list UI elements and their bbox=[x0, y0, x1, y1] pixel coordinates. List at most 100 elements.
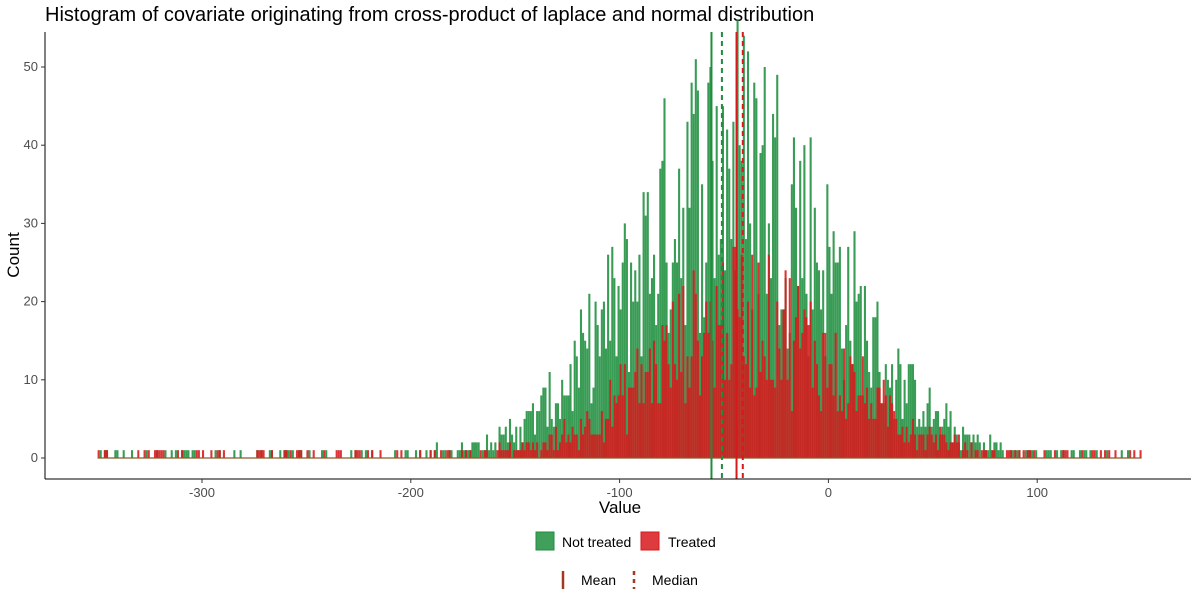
not-treated-bar bbox=[523, 418, 526, 458]
not-treated-bar bbox=[759, 153, 762, 458]
not-treated-bar bbox=[185, 450, 188, 458]
treated-bar bbox=[861, 356, 864, 458]
treated-bar bbox=[379, 450, 382, 458]
treated-bar bbox=[803, 309, 806, 458]
not-treated-bar bbox=[613, 278, 616, 458]
treated-bar bbox=[788, 278, 791, 458]
not-treated-bar bbox=[663, 98, 666, 458]
not-treated-bar bbox=[1024, 450, 1027, 458]
treated-bar bbox=[584, 426, 587, 458]
not-treated-bar bbox=[425, 450, 428, 458]
treated-bar bbox=[753, 395, 756, 458]
treated-bar bbox=[655, 364, 658, 458]
treated-bar bbox=[513, 450, 516, 458]
treated-bar bbox=[579, 418, 583, 458]
treated-bar bbox=[886, 426, 889, 458]
treated-bar bbox=[692, 270, 695, 458]
not-treated-bar bbox=[1078, 450, 1082, 458]
treated-bar bbox=[419, 450, 422, 458]
treated-bar bbox=[813, 340, 816, 458]
treated-bar bbox=[878, 387, 881, 458]
not-treated-bar bbox=[502, 434, 505, 458]
not-treated-bar bbox=[874, 317, 877, 458]
not-treated-bar bbox=[713, 278, 716, 458]
not-treated-bar bbox=[1016, 450, 1019, 458]
treated-bar bbox=[625, 434, 628, 458]
treated-bar bbox=[884, 395, 887, 458]
treated-bar bbox=[778, 348, 781, 458]
treated-bar bbox=[665, 325, 668, 458]
treated-bar bbox=[323, 450, 326, 458]
treated-bar bbox=[673, 364, 676, 458]
treated-bar bbox=[433, 450, 436, 458]
not-treated-bar bbox=[680, 278, 683, 458]
not-treated-bar bbox=[916, 426, 919, 458]
treated-bar bbox=[529, 450, 532, 458]
not-treated-bar bbox=[542, 387, 545, 458]
legend-label-treated: Treated bbox=[668, 534, 716, 550]
treated-bar bbox=[508, 442, 512, 458]
treated-bar bbox=[980, 450, 983, 458]
not-treated-bar bbox=[838, 246, 841, 458]
not-treated-bar bbox=[1045, 450, 1048, 458]
treated-bar bbox=[936, 450, 940, 458]
treated-bar bbox=[728, 379, 731, 458]
treated-bar bbox=[162, 450, 165, 458]
treated-bar bbox=[195, 450, 198, 458]
treated-bar bbox=[567, 434, 570, 458]
treated-bar bbox=[849, 356, 852, 458]
treated-bar bbox=[1066, 450, 1069, 458]
not-treated-bar bbox=[444, 450, 447, 458]
treated-bar bbox=[533, 450, 537, 458]
treated-bar bbox=[949, 442, 952, 458]
not-treated-bar bbox=[903, 379, 906, 458]
not-treated-bar bbox=[765, 293, 768, 458]
treated-bar bbox=[840, 411, 844, 458]
treated-bar bbox=[686, 356, 689, 458]
treated-bar bbox=[588, 418, 591, 458]
not-treated-bar bbox=[584, 340, 587, 458]
treated-bar bbox=[527, 442, 530, 458]
treated-bar bbox=[561, 434, 564, 458]
treated-bar bbox=[617, 395, 620, 458]
treated-bar bbox=[905, 426, 908, 458]
not-treated-bar bbox=[586, 348, 589, 458]
treated-bar bbox=[446, 450, 449, 458]
treated-bar bbox=[880, 403, 883, 458]
not-treated-bar bbox=[669, 309, 672, 458]
reference-lines bbox=[710, 32, 744, 479]
not-treated-bar bbox=[832, 231, 835, 458]
treated-bar bbox=[870, 403, 873, 458]
not-treated-bar bbox=[966, 434, 969, 458]
treated-bar bbox=[1108, 450, 1111, 458]
treated-bar bbox=[711, 340, 714, 458]
not-treated-bar bbox=[621, 262, 624, 458]
treated-bar bbox=[1026, 450, 1029, 458]
treated-bar bbox=[262, 450, 265, 458]
treated-bar bbox=[621, 395, 624, 458]
not-treated-bar bbox=[569, 364, 572, 458]
not-treated-bar bbox=[934, 411, 937, 458]
treated-bar bbox=[1099, 450, 1102, 458]
not-treated-bar bbox=[546, 426, 549, 458]
not-treated-bar bbox=[122, 450, 125, 458]
not-treated-bar bbox=[749, 223, 752, 458]
treated-bar bbox=[701, 356, 704, 458]
treated-bar bbox=[920, 434, 923, 458]
not-treated-bar bbox=[492, 450, 495, 458]
treated-bar bbox=[598, 434, 601, 458]
treated-bar bbox=[749, 387, 752, 458]
not-treated-bar bbox=[1085, 450, 1088, 458]
treated-bar bbox=[721, 262, 724, 458]
not-treated-bars bbox=[99, 20, 1130, 459]
treated-bar bbox=[834, 332, 837, 458]
x-axis-ticks: -300 -200 -100 0 100 bbox=[189, 479, 1048, 500]
treated-bar bbox=[623, 364, 626, 458]
treated-bar bbox=[859, 395, 862, 458]
not-treated-bar bbox=[594, 301, 597, 458]
treated-bar bbox=[565, 442, 568, 458]
treated-bar bbox=[502, 450, 505, 458]
treated-bar bbox=[1033, 450, 1036, 458]
treated-bar bbox=[295, 450, 299, 458]
